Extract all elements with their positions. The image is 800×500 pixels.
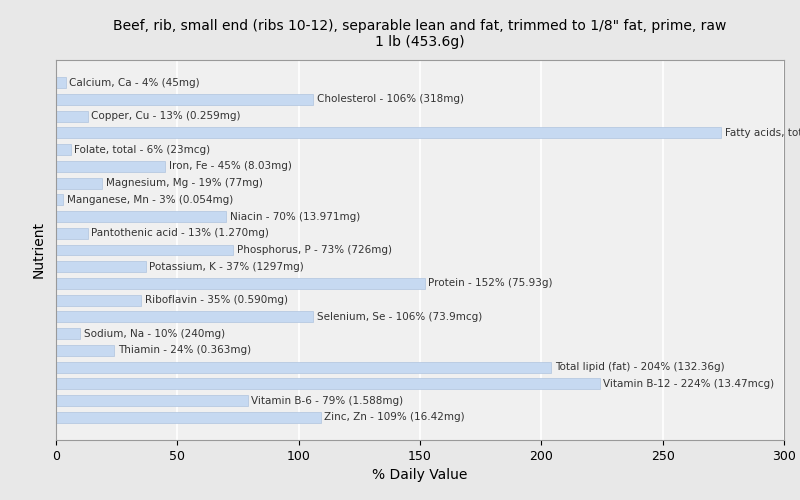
Bar (56, 362, 551, 372)
Bar (56, 312, 314, 322)
Text: Fatty acids, total saturated - 274% (54.750g): Fatty acids, total saturated - 274% (54.… (725, 128, 800, 138)
Bar (56, 244, 233, 256)
Y-axis label: Nutrient: Nutrient (31, 222, 46, 278)
Text: Sodium, Na - 10% (240mg): Sodium, Na - 10% (240mg) (84, 328, 225, 338)
Text: Cholesterol - 106% (318mg): Cholesterol - 106% (318mg) (317, 94, 464, 104)
Text: Manganese, Mn - 3% (0.054mg): Manganese, Mn - 3% (0.054mg) (67, 195, 233, 205)
Bar (56, 78, 66, 88)
Bar (56, 295, 141, 306)
Bar (56, 178, 102, 188)
Bar (56, 395, 248, 406)
Text: Folate, total - 6% (23mcg): Folate, total - 6% (23mcg) (74, 144, 210, 154)
Text: Magnesium, Mg - 19% (77mg): Magnesium, Mg - 19% (77mg) (106, 178, 262, 188)
Bar (56, 94, 314, 105)
Title: Beef, rib, small end (ribs 10-12), separable lean and fat, trimmed to 1/8" fat, : Beef, rib, small end (ribs 10-12), separ… (114, 19, 726, 49)
Text: Thiamin - 24% (0.363mg): Thiamin - 24% (0.363mg) (118, 346, 251, 356)
Text: Calcium, Ca - 4% (45mg): Calcium, Ca - 4% (45mg) (70, 78, 200, 88)
Text: Selenium, Se - 106% (73.9mcg): Selenium, Se - 106% (73.9mcg) (317, 312, 482, 322)
X-axis label: % Daily Value: % Daily Value (372, 468, 468, 482)
Text: Protein - 152% (75.93g): Protein - 152% (75.93g) (429, 278, 553, 288)
Bar (56, 161, 166, 172)
Bar (56, 110, 87, 122)
Bar (56, 378, 599, 390)
Bar (56, 328, 80, 339)
Text: Total lipid (fat) - 204% (132.36g): Total lipid (fat) - 204% (132.36g) (554, 362, 724, 372)
Bar (56, 144, 70, 155)
Bar (56, 412, 321, 422)
Text: Riboflavin - 35% (0.590mg): Riboflavin - 35% (0.590mg) (145, 295, 287, 305)
Text: Vitamin B-6 - 79% (1.588mg): Vitamin B-6 - 79% (1.588mg) (251, 396, 403, 406)
Text: Iron, Fe - 45% (8.03mg): Iron, Fe - 45% (8.03mg) (169, 162, 292, 172)
Bar (56, 194, 63, 205)
Bar (56, 228, 87, 238)
Bar (56, 128, 721, 138)
Text: Vitamin B-12 - 224% (13.47mcg): Vitamin B-12 - 224% (13.47mcg) (603, 379, 774, 389)
Bar (56, 345, 114, 356)
Bar (56, 211, 226, 222)
Text: Copper, Cu - 13% (0.259mg): Copper, Cu - 13% (0.259mg) (91, 111, 241, 121)
Text: Pantothenic acid - 13% (1.270mg): Pantothenic acid - 13% (1.270mg) (91, 228, 269, 238)
Text: Zinc, Zn - 109% (16.42mg): Zinc, Zn - 109% (16.42mg) (324, 412, 465, 422)
Text: Niacin - 70% (13.971mg): Niacin - 70% (13.971mg) (230, 212, 360, 222)
Text: Potassium, K - 37% (1297mg): Potassium, K - 37% (1297mg) (150, 262, 304, 272)
Text: Phosphorus, P - 73% (726mg): Phosphorus, P - 73% (726mg) (237, 245, 392, 255)
Bar (56, 278, 425, 289)
Bar (56, 262, 146, 272)
